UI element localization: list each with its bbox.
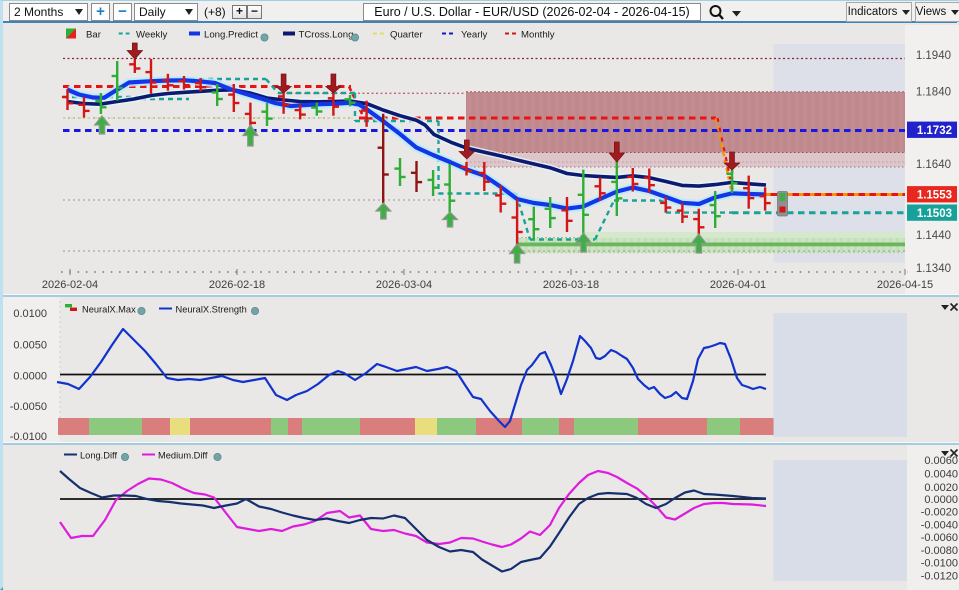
- svg-text:Monthly: Monthly: [521, 30, 555, 41]
- svg-text:1.1503: 1.1503: [917, 208, 952, 220]
- svg-text:-0.0060: -0.0060: [921, 532, 958, 544]
- svg-text:Quarter: Quarter: [390, 30, 423, 41]
- svg-text:Bar: Bar: [86, 30, 102, 41]
- svg-text:Weekly: Weekly: [136, 30, 167, 41]
- svg-text:-0.0040: -0.0040: [921, 519, 958, 531]
- svg-text:NeuralX.Strength: NeuralX.Strength: [176, 305, 247, 315]
- svg-text:2026-02-04: 2026-02-04: [42, 279, 98, 291]
- svg-text:1.1640: 1.1640: [916, 159, 951, 171]
- svg-text:Long.Diff: Long.Diff: [80, 451, 117, 461]
- svg-text:1.1840: 1.1840: [916, 86, 951, 98]
- svg-text:0.0060: 0.0060: [924, 455, 958, 467]
- svg-text:0.0000: 0.0000: [13, 371, 47, 383]
- svg-text:0.0050: 0.0050: [13, 340, 47, 352]
- svg-text:1.1553: 1.1553: [917, 190, 952, 202]
- svg-text:0.0000: 0.0000: [924, 494, 958, 506]
- svg-text:-0.0050: -0.0050: [10, 401, 47, 413]
- svg-text:1.1732: 1.1732: [917, 125, 952, 137]
- svg-text:-0.0100: -0.0100: [921, 558, 958, 570]
- svg-text:Long.Predict: Long.Predict: [204, 30, 258, 41]
- svg-text:-0.0120: -0.0120: [921, 570, 958, 582]
- svg-text:2026-03-04: 2026-03-04: [376, 279, 432, 291]
- svg-text:1.1340: 1.1340: [916, 263, 951, 275]
- svg-text:0.0040: 0.0040: [924, 469, 958, 481]
- svg-text:NeuralX.Max: NeuralX.Max: [82, 305, 136, 315]
- svg-text:Medium.Diff: Medium.Diff: [158, 451, 208, 461]
- svg-text:1.1440: 1.1440: [916, 230, 951, 242]
- svg-text:-0.0020: -0.0020: [921, 507, 958, 519]
- svg-text:0.0020: 0.0020: [924, 482, 958, 494]
- svg-text:TCross.Long: TCross.Long: [299, 30, 354, 41]
- svg-text:Yearly: Yearly: [461, 30, 488, 41]
- svg-text:-0.0080: -0.0080: [921, 545, 958, 557]
- svg-text:0.0100: 0.0100: [13, 308, 47, 320]
- svg-text:2026-04-15: 2026-04-15: [877, 279, 933, 291]
- svg-text:2026-03-18: 2026-03-18: [543, 279, 599, 291]
- svg-text:2026-02-18: 2026-02-18: [209, 279, 265, 291]
- svg-text:2026-04-01: 2026-04-01: [710, 279, 766, 291]
- svg-text:1.1940: 1.1940: [916, 50, 951, 62]
- svg-text:-0.0100: -0.0100: [10, 431, 47, 442]
